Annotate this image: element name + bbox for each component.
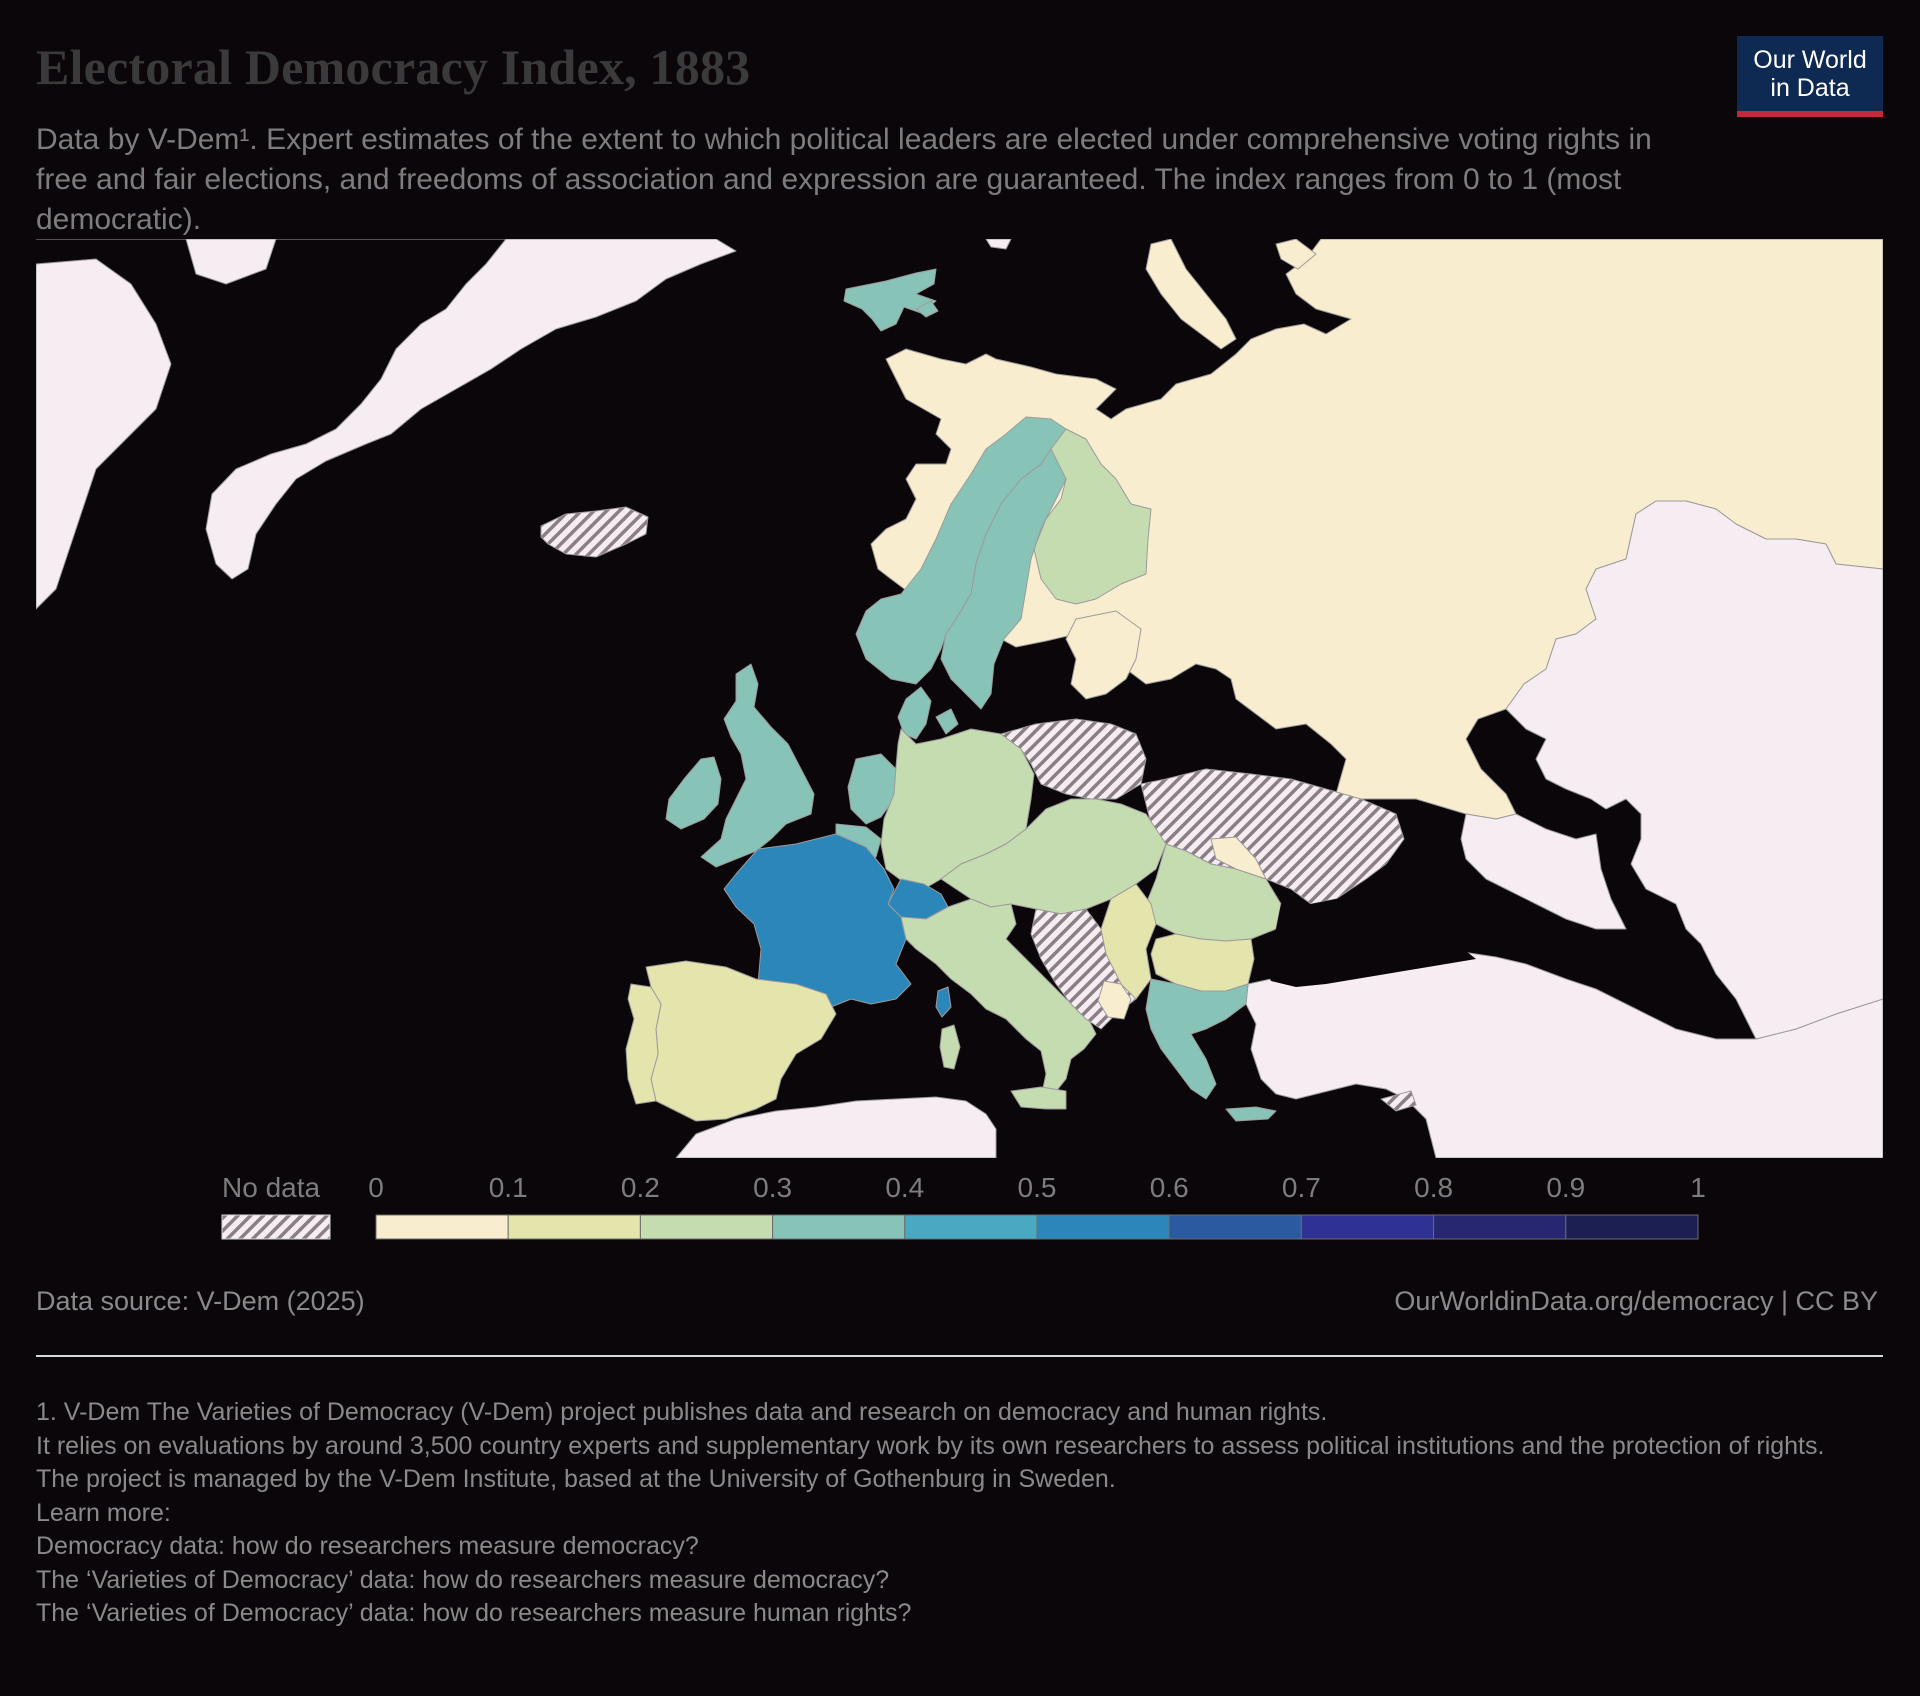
legend-bin[interactable] — [1300, 1214, 1435, 1240]
owid-logo[interactable]: Our World in Data — [1737, 36, 1883, 117]
region-denmark[interactable] — [897, 686, 932, 740]
legend-bin[interactable] — [507, 1214, 641, 1240]
legend-tick-label: 0 — [368, 1172, 384, 1203]
logo-line-1: Our World — [1753, 45, 1867, 74]
region-france[interactable] — [723, 833, 912, 1010]
region-netherlands[interactable] — [847, 753, 897, 825]
region-sardinia[interactable] — [939, 1024, 961, 1070]
region-central-asia[interactable] — [1505, 500, 1883, 1040]
divider — [36, 1355, 1883, 1357]
region-bessarabia[interactable] — [1210, 836, 1267, 880]
footnote-link[interactable]: The ‘Varieties of Democracy’ data: how d… — [36, 1565, 890, 1594]
legend-tick-label: 1 — [1690, 1172, 1706, 1203]
region-svalbard[interactable] — [843, 268, 937, 332]
legend-no-data-label: No data — [222, 1172, 320, 1203]
caspian-sea — [1596, 799, 1736, 1019]
chart-title: Electoral Democracy Index, 1883 — [36, 39, 751, 95]
legend-bin[interactable] — [1036, 1214, 1170, 1240]
footnotes: 1. V-Dem The Varieties of Democracy (V-D… — [36, 1396, 1876, 1631]
region-caucasus[interactable] — [1460, 813, 1627, 930]
region-greece[interactable] — [1145, 978, 1249, 1100]
legend-bin[interactable] — [639, 1214, 774, 1240]
region-italy[interactable] — [900, 898, 1097, 1098]
footnote-link[interactable]: Democracy data: how do researchers measu… — [36, 1532, 699, 1560]
region-poland[interactable] — [1000, 718, 1147, 800]
region-arctic-islands[interactable] — [185, 239, 277, 285]
region-sweden[interactable] — [940, 448, 1067, 710]
data-source: Data source: V-Dem (2025) — [36, 1286, 365, 1316]
legend-tick-label: 0.6 — [1150, 1172, 1189, 1203]
legend-bin[interactable] — [375, 1214, 509, 1240]
legend-tick-label: 0.3 — [753, 1172, 792, 1203]
logo-line-2: in Data — [1770, 73, 1850, 102]
region-sicily[interactable] — [1010, 1086, 1067, 1110]
region-greenland[interactable] — [36, 239, 737, 580]
region-baltic-provinces[interactable] — [1065, 610, 1142, 700]
legend-bin[interactable] — [772, 1214, 906, 1240]
legend-color-bins — [375, 1214, 1699, 1240]
region-montenegro[interactable] — [1097, 980, 1132, 1020]
legend-tick-label: 0.9 — [1546, 1172, 1585, 1203]
region-corsica[interactable] — [935, 986, 952, 1018]
region-crete[interactable] — [1225, 1106, 1277, 1122]
footnote-line: It relies on evaluations by around 3,500… — [36, 1431, 1825, 1460]
legend-tick-label: 0.1 — [489, 1172, 528, 1203]
europe-map[interactable] — [36, 239, 1883, 1158]
region-iceland[interactable] — [540, 506, 649, 558]
legend-tick-label: 0.7 — [1282, 1172, 1321, 1203]
region-ireland[interactable] — [665, 756, 722, 830]
legend-bin[interactable] — [904, 1214, 1038, 1240]
region-svalbard-east[interactable] — [915, 300, 939, 318]
legend-tick-label: 0.2 — [621, 1172, 660, 1203]
black-sea — [1261, 894, 1476, 987]
region-jan-mayen[interactable] — [985, 239, 1012, 250]
footnote-line: The project is managed by the V-Dem Inst… — [36, 1465, 1116, 1493]
legend-no-data-swatch — [221, 1214, 331, 1240]
region-uk[interactable] — [700, 663, 815, 868]
legend-tick-label: 0.5 — [1018, 1172, 1057, 1203]
legend-bin[interactable] — [1433, 1214, 1567, 1240]
legend-tick-label: 0.8 — [1414, 1172, 1453, 1203]
region-denmark-islands[interactable] — [935, 708, 959, 735]
chart-subtitle: Data by V-Dem¹. Expert estimates of the … — [36, 123, 1652, 236]
legend-bin[interactable] — [1565, 1214, 1699, 1240]
region-north-africa[interactable] — [675, 1096, 997, 1158]
region-novaya-zemlya[interactable] — [1145, 239, 1237, 350]
footnote-line: Learn more: — [36, 1498, 171, 1527]
footnote-line: 1. V-Dem The Varieties of Democracy (V-D… — [36, 1398, 1328, 1426]
region-portugal[interactable] — [625, 983, 662, 1105]
region-cyprus[interactable] — [1380, 1090, 1417, 1112]
footnote-link[interactable]: The ‘Varieties of Democracy’ data: how d… — [36, 1599, 912, 1627]
source-url-link[interactable]: OurWorldinData.org/democracy | CC BY — [1394, 1286, 1878, 1316]
region-north-america[interactable] — [36, 258, 172, 610]
region-russia-islands[interactable] — [1275, 239, 1317, 270]
legend-bin[interactable] — [1168, 1214, 1302, 1240]
legend-tick-label: 0.4 — [885, 1172, 924, 1203]
legend-tick-labels: 0 0.1 0.2 0.3 0.4 0.5 0.6 0.7 0.8 0.9 1 — [368, 1172, 1706, 1203]
